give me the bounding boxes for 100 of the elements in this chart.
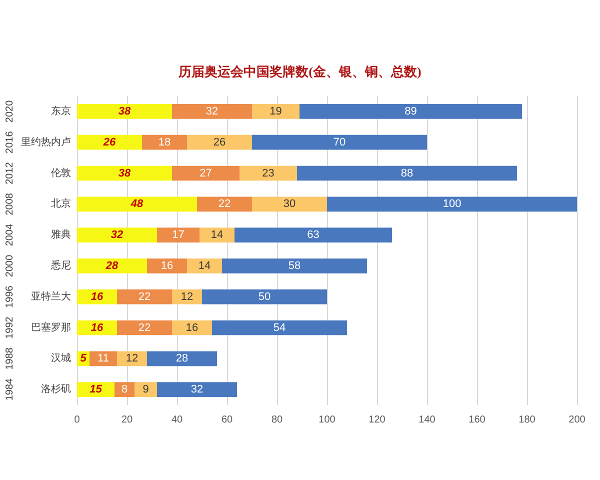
data-label: 5 <box>80 352 88 365</box>
x-tick-label: 180 <box>518 414 536 426</box>
bar <box>77 382 114 397</box>
data-label: 8 <box>121 384 128 396</box>
x-tick-label: 20 <box>121 414 133 426</box>
bar <box>212 320 347 336</box>
data-label: 28 <box>104 260 119 272</box>
bar <box>197 196 252 212</box>
bar <box>252 104 300 119</box>
data-label: 27 <box>200 167 212 180</box>
bar <box>77 258 147 274</box>
category-label: 伦敦 2012 <box>4 162 71 184</box>
data-label: 32 <box>110 229 124 242</box>
data-label: 19 <box>270 105 282 118</box>
data-label: 70 <box>333 136 346 148</box>
bar <box>202 289 327 304</box>
bar <box>114 382 134 397</box>
x-tick-label: 40 <box>171 414 183 426</box>
data-label: 48 <box>130 198 144 210</box>
bar <box>187 134 252 150</box>
category-label: 里约热内卢 2016 <box>4 131 71 154</box>
bar <box>117 320 172 336</box>
bar <box>77 166 172 181</box>
bar <box>147 351 217 366</box>
data-label: 17 <box>172 229 184 242</box>
data-label: 14 <box>198 260 211 272</box>
bar <box>142 134 187 150</box>
bar <box>77 228 157 242</box>
bar <box>117 351 147 366</box>
data-label: 11 <box>98 352 109 365</box>
bar <box>297 166 517 181</box>
bar <box>147 258 187 274</box>
category-label: 汉城 1988 <box>4 348 71 370</box>
bar <box>77 104 172 119</box>
data-label: 12 <box>126 352 138 365</box>
data-label: 54 <box>273 322 286 334</box>
data-label: 38 <box>118 167 132 180</box>
x-tick-label: 80 <box>271 414 283 426</box>
data-label: 16 <box>90 322 104 334</box>
bar <box>157 382 237 397</box>
category-label: 洛杉矶 1984 <box>4 378 71 401</box>
x-tick-label: 0 <box>74 414 80 426</box>
data-label: 23 <box>262 167 274 180</box>
bar <box>90 351 117 366</box>
data-label: 50 <box>258 290 271 303</box>
data-label: 58 <box>288 260 301 272</box>
data-label: 16 <box>160 260 174 272</box>
bar <box>134 382 157 397</box>
category-label: 巴塞罗那 1992 <box>4 316 71 339</box>
data-label: 12 <box>180 290 194 303</box>
data-label: 100 <box>442 198 462 210</box>
bar <box>117 289 172 304</box>
category-label: 亚特兰大 1996 <box>4 286 71 308</box>
category-label: 雅典 2004 <box>4 224 71 246</box>
chart-title: 历届奥运会中国奖牌数(金、银、铜、总数) <box>178 64 422 79</box>
bar <box>240 166 297 181</box>
category-label: 东京 2020 <box>4 100 71 123</box>
data-label: 9 <box>142 384 149 396</box>
bar <box>157 228 200 242</box>
bar <box>252 134 427 150</box>
bar <box>77 289 117 304</box>
bar <box>222 258 367 274</box>
x-tick-label: 100 <box>318 414 336 426</box>
x-tick-label: 160 <box>468 414 486 426</box>
data-label: 15 <box>90 384 103 396</box>
data-label: 88 <box>400 167 414 180</box>
data-label: 32 <box>190 384 204 396</box>
data-label: 89 <box>404 105 417 118</box>
data-label: 14 <box>210 229 224 242</box>
data-label: 63 <box>307 229 320 242</box>
category-label: 悉尼 2000 <box>4 254 71 278</box>
bar <box>172 166 240 181</box>
category-label: 北京 2008 <box>4 193 71 216</box>
x-tick-label: 200 <box>568 414 586 426</box>
x-tick-label: 60 <box>221 414 233 426</box>
bar <box>234 228 392 242</box>
bar <box>172 289 202 304</box>
data-label: 16 <box>90 290 104 303</box>
bar <box>172 104 252 119</box>
data-label: 22 <box>138 322 151 334</box>
bar <box>187 258 222 274</box>
data-label: 26 <box>102 136 116 148</box>
data-label: 22 <box>218 198 231 210</box>
bar <box>77 196 197 212</box>
data-label: 30 <box>283 198 296 210</box>
x-tick-label: 120 <box>368 414 386 426</box>
data-label: 18 <box>158 136 171 148</box>
bar <box>172 320 212 336</box>
x-tick-label: 140 <box>418 414 436 426</box>
bar <box>200 228 234 242</box>
bar <box>327 196 577 212</box>
bar <box>300 104 522 119</box>
data-label: 38 <box>118 105 132 118</box>
data-label: 28 <box>176 352 188 365</box>
data-label: 16 <box>186 322 198 334</box>
bar <box>252 196 327 212</box>
data-label: 22 <box>138 290 151 303</box>
bar <box>77 134 142 150</box>
data-label: 26 <box>213 136 226 148</box>
data-label: 32 <box>206 105 218 118</box>
